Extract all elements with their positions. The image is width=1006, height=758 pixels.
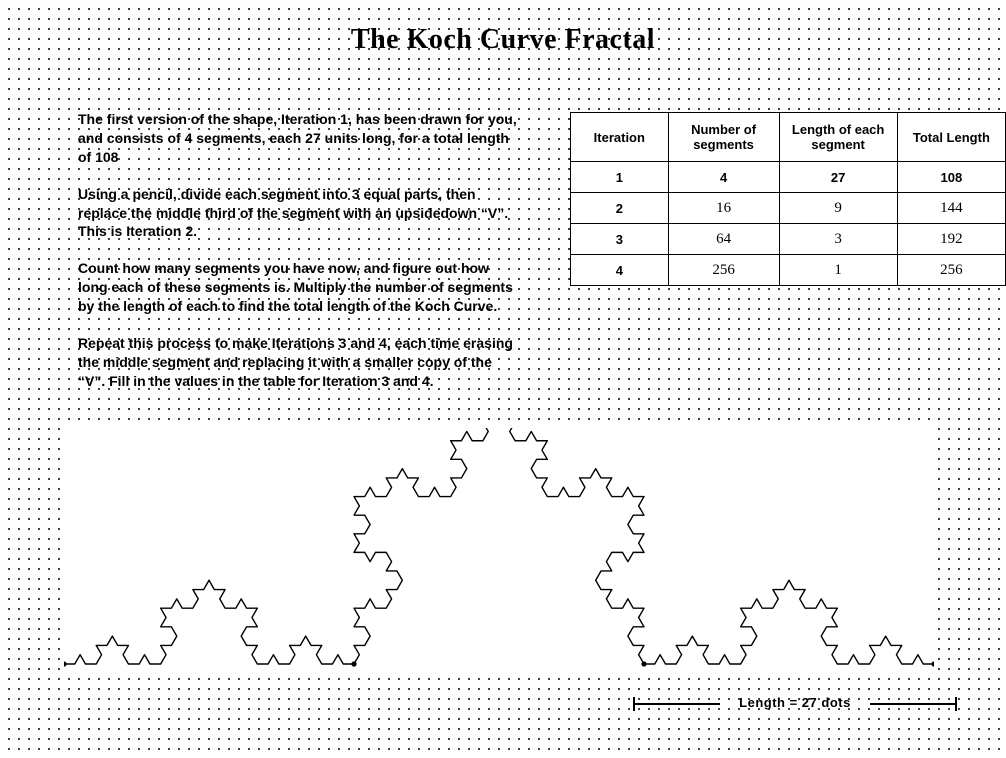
page-title: The Koch Curve Fractal (0, 24, 1006, 56)
cell-iteration: 2 (571, 193, 669, 224)
instruction-para-2: Using a pencil, divide each segment into… (78, 185, 518, 242)
cell-length: 3 (779, 224, 897, 255)
cell-length: 1 (779, 255, 897, 286)
instruction-para-3: Count how many segments you have now, an… (78, 259, 518, 316)
cell-segments: 4 (668, 162, 779, 193)
koch-figure (64, 428, 934, 678)
header-total: Total Length (897, 113, 1005, 162)
cell-segments: 256 (668, 255, 779, 286)
cell-total: 144 (897, 193, 1005, 224)
table-row: 3 64 3 192 (571, 224, 1006, 255)
koch-svg (64, 428, 934, 678)
worksheet-page: The Koch Curve Fractal The first version… (0, 0, 1006, 758)
header-length-each: Length of each segment (779, 113, 897, 162)
cell-iteration: 1 (571, 162, 669, 193)
instructions-block: The first version of the shape, Iteratio… (78, 110, 518, 409)
cell-segments: 64 (668, 224, 779, 255)
cell-total: 256 (897, 255, 1005, 286)
cell-length: 9 (779, 193, 897, 224)
cell-iteration: 4 (571, 255, 669, 286)
header-iteration: Iteration (571, 113, 669, 162)
table-row: 1 4 27 108 (571, 162, 1006, 193)
cell-total: 192 (897, 224, 1005, 255)
table-row: 4 256 1 256 (571, 255, 1006, 286)
cell-segments: 16 (668, 193, 779, 224)
cell-length: 27 (779, 162, 897, 193)
cell-iteration: 3 (571, 224, 669, 255)
table-header-row: Iteration Number of segments Length of e… (571, 113, 1006, 162)
header-segments: Number of segments (668, 113, 779, 162)
cell-total: 108 (897, 162, 1005, 193)
table-row: 2 16 9 144 (571, 193, 1006, 224)
iteration-table: Iteration Number of segments Length of e… (570, 112, 1006, 286)
table-body: 1 4 27 108 2 16 9 144 3 64 3 192 4 256 1 (571, 162, 1006, 286)
scale-bar: Length = 27 dots (630, 692, 960, 716)
scale-label: Length = 27 dots (630, 695, 960, 710)
instruction-para-4: Repeat this process to make Iterations 3… (78, 334, 518, 391)
instruction-para-1: The first version of the shape, Iteratio… (78, 110, 518, 167)
